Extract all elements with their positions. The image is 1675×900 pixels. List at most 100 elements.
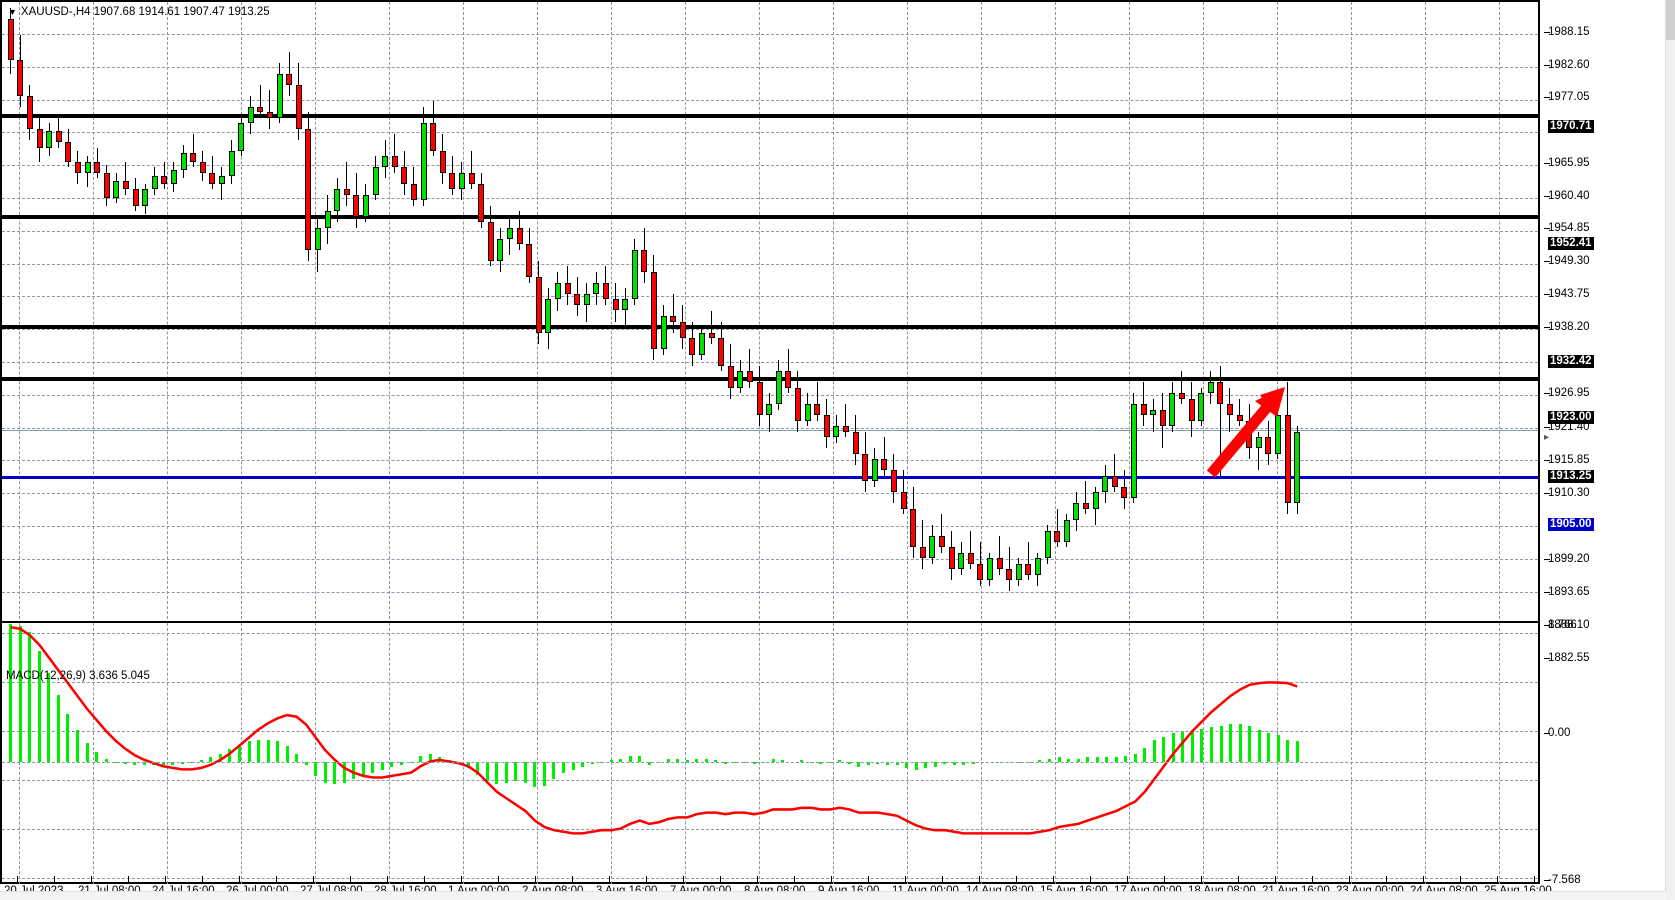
price-level-line[interactable]: [2, 376, 1538, 381]
price-level-label[interactable]: 1905.00: [1548, 518, 1594, 531]
candle-wick: [471, 150, 473, 190]
candlestick: [238, 117, 245, 157]
price-axis-tick: [1544, 294, 1550, 295]
grid-line-vertical: [389, 2, 390, 619]
macd-histogram-bar: [895, 761, 899, 766]
price-level-label[interactable]: 1913.25: [1548, 470, 1594, 483]
candle-body-bearish: [430, 123, 437, 151]
price-axis-label: 1888.10: [1548, 619, 1590, 631]
candlestick: [679, 304, 686, 350]
candle-body-bullish: [46, 131, 53, 148]
candle-body-bullish: [1150, 409, 1157, 416]
time-axis-tick: [1275, 876, 1276, 882]
candle-body-bearish: [1265, 437, 1272, 454]
chart-caret-icon[interactable]: ▼: [8, 7, 17, 17]
price-level-line[interactable]: [2, 214, 1538, 219]
macd-histogram-bar: [1114, 757, 1118, 762]
macd-header-label: MACD(12,26,9) 3.636 5.045: [6, 670, 150, 682]
macd-histogram-bar: [1190, 730, 1194, 762]
candlestick: [871, 448, 878, 487]
price-level-label[interactable]: 1970.71: [1548, 120, 1594, 133]
price-axis-label: 1949.30: [1548, 255, 1590, 267]
candlestick: [75, 150, 81, 184]
price-level-label[interactable]: 1932.42: [1548, 355, 1594, 368]
time-axis-tick: [720, 876, 721, 882]
price-level-line[interactable]: [2, 475, 1538, 479]
grid-line-horizontal: [2, 165, 1538, 167]
macd-histogram-bar: [866, 761, 870, 766]
candle-body-bearish: [94, 161, 101, 173]
price-level-line[interactable]: [2, 324, 1538, 329]
price-axis-label: 1926.95: [1548, 387, 1590, 399]
candle-wick: [1181, 371, 1183, 405]
candle-body-bearish: [612, 299, 619, 311]
price-level-label[interactable]: 1952.41: [1548, 237, 1594, 250]
grid-line-horizontal: [2, 731, 1538, 732]
macd-histogram-bar: [1171, 733, 1175, 762]
time-axis-tick: [461, 876, 462, 882]
macd-indicator-pane[interactable]: [2, 621, 1538, 884]
candlestick: [132, 178, 139, 212]
price-level-label[interactable]: 1923.00: [1548, 411, 1594, 424]
candlestick: [1255, 431, 1262, 471]
candlestick: [660, 304, 667, 355]
candle-body-bearish: [343, 189, 350, 195]
candlestick: [1294, 426, 1301, 515]
candlestick: [1102, 464, 1109, 504]
macd-histogram-bar: [1143, 747, 1147, 762]
time-axis-tick: [1386, 876, 1387, 882]
price-pane[interactable]: [2, 2, 1538, 619]
grid-line-vertical: [833, 623, 834, 884]
price-axis-tick: [1544, 163, 1550, 164]
candlestick: [1131, 393, 1137, 504]
grid-line-vertical: [981, 623, 982, 884]
macd-histogram-bar: [581, 761, 585, 767]
candle-wick: [970, 530, 972, 570]
candlestick: [823, 398, 830, 449]
candlestick: [36, 117, 43, 162]
candle-body-bearish: [756, 382, 763, 416]
price-axis-tick: [1544, 493, 1550, 494]
axis-marker-icon: ▸: [1544, 432, 1550, 443]
candlestick: [1207, 371, 1214, 405]
horizontal-scrollbar[interactable]: [0, 891, 1666, 900]
candle-wick: [1056, 508, 1058, 548]
price-axis-tick: [1544, 65, 1550, 66]
grid-line-horizontal: [2, 296, 1538, 298]
candle-body-bullish: [871, 459, 878, 482]
macd-histogram-bar: [914, 761, 918, 770]
vertical-scrollbar[interactable]: [1665, 0, 1675, 900]
candle-body-bearish: [564, 282, 571, 294]
macd-histogram-bar: [571, 761, 575, 770]
candle-body-bullish: [766, 404, 773, 416]
candlestick: [1140, 382, 1147, 427]
price-axis[interactable]: ▸ 1988.15 1982.60 1977.05 1970.71 1965.95 196…: [1540, 0, 1666, 886]
grid-line-vertical: [1499, 2, 1500, 619]
time-axis-tick: [1164, 876, 1165, 882]
macd-histogram-bar: [781, 760, 785, 762]
macd-histogram-bar: [552, 761, 556, 780]
candle-wick: [394, 134, 396, 173]
candle-body-bearish: [123, 181, 129, 190]
macd-histogram-bar: [561, 761, 565, 774]
candlestick: [718, 321, 725, 372]
candlestick: [17, 35, 24, 107]
macd-axis-label: 0.00: [1548, 727, 1571, 739]
candlestick: [199, 150, 206, 182]
candlestick: [795, 371, 801, 432]
macd-histogram-bar: [609, 760, 613, 762]
price-level-line[interactable]: [2, 113, 1538, 118]
candlestick: [1159, 393, 1166, 449]
macd-histogram-bar: [533, 761, 537, 788]
candle-body-bearish: [1025, 563, 1032, 575]
candlestick: [1006, 547, 1013, 592]
macd-histogram-bar: [504, 761, 508, 783]
price-axis-label: 1954.85: [1548, 222, 1590, 234]
candle-body-bearish: [670, 316, 677, 322]
candlestick: [516, 211, 523, 250]
candlestick: [372, 156, 379, 201]
vertical-scrollbar-thumb[interactable]: [1666, 0, 1675, 40]
price-level-line[interactable]: [2, 430, 1538, 432]
candle-body-bullish: [1073, 503, 1080, 520]
candle-body-bearish: [1236, 415, 1243, 421]
